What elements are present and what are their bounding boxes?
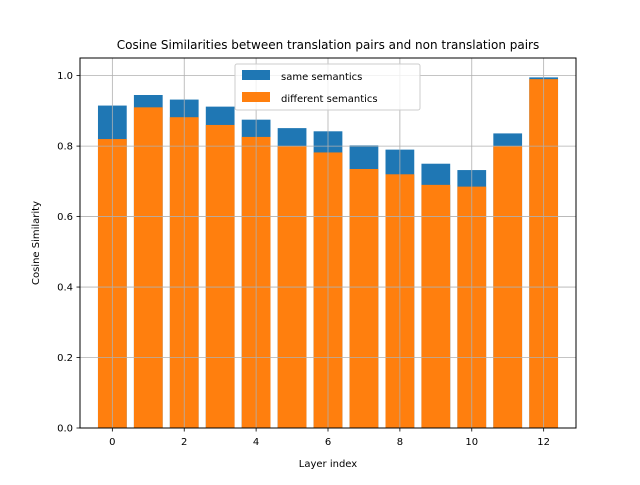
y-tick-label: 0.6 <box>57 212 73 223</box>
y-tick-label: 0.8 <box>57 142 73 153</box>
x-axis-ticks: 0 2 4 6 8 10 12 <box>109 428 550 448</box>
x-tick-label: 8 <box>397 437 403 448</box>
y-tick-label: 0.0 <box>57 424 73 435</box>
x-tick-label: 4 <box>253 437 259 448</box>
x-tick-label: 10 <box>465 437 478 448</box>
y-axis-ticks: 0.0 0.2 0.4 0.6 0.8 1.0 <box>57 71 80 435</box>
bar-different-semantics-3 <box>205 124 235 428</box>
y-tick-label: 1.0 <box>57 71 73 82</box>
x-axis-label: Layer index <box>299 459 358 470</box>
legend: same semantics different semantics <box>234 63 421 111</box>
y-tick-label: 0.4 <box>57 283 73 294</box>
legend-swatch-different-semantics <box>242 92 270 102</box>
bar-different-semantics-9 <box>421 184 451 428</box>
legend-label-different-semantics: different semantics <box>281 94 378 105</box>
chart-title: Cosine Similarities between translation … <box>117 38 539 52</box>
legend-label-same-semantics: same semantics <box>281 72 362 83</box>
x-tick-label: 2 <box>181 437 187 448</box>
legend-box <box>234 63 421 111</box>
legend-swatch-same-semantics <box>242 70 270 80</box>
bar-different-semantics-1 <box>133 107 163 428</box>
bar-different-semantics-7 <box>349 169 379 428</box>
y-tick-label: 0.2 <box>57 353 73 364</box>
y-axis-label: Cosine Similarity <box>31 201 42 285</box>
x-tick-label: 6 <box>325 437 331 448</box>
x-tick-label: 12 <box>537 437 550 448</box>
x-tick-label: 0 <box>109 437 115 448</box>
